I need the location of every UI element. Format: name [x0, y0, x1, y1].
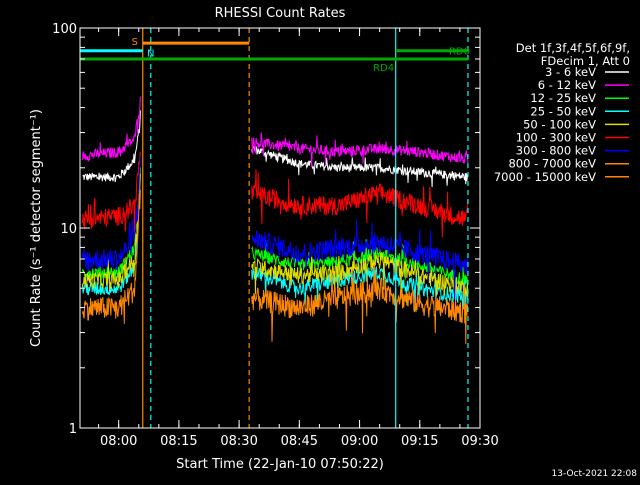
- markers-layer: SN RD4 RD0: [80, 28, 470, 428]
- x-tick-label: 08:30: [220, 434, 257, 449]
- flag-label-rd0: RD0: [449, 47, 470, 58]
- flag-label-s: S: [132, 37, 138, 48]
- series-line-3-post-gap: [251, 257, 469, 312]
- legend-label: 6 - 12 keV: [538, 78, 596, 92]
- series-line-4-pre-gap: [82, 173, 141, 289]
- plot-frame: [79, 27, 481, 429]
- x-tick-label: 09:00: [341, 434, 378, 449]
- legend-label: 12 - 25 keV: [530, 91, 596, 105]
- flag-label-rd4: RD4: [373, 63, 394, 74]
- legend-header-line-2: FDecim 1, Att 0: [541, 54, 630, 68]
- legend-header-line-1: Det 1f,3f,4f,5f,6f,9f,: [516, 41, 630, 55]
- series-layer: [82, 96, 469, 345]
- series-line-0-post-gap: [251, 146, 469, 188]
- flag-label-n: N: [147, 49, 154, 60]
- axes-layer: 1 10 100 08:00 08:15 08:30 08:45 09:00 09:15 09:3…: [52, 22, 499, 449]
- x-tick-label: 08:15: [160, 434, 197, 449]
- series-line-0-pre-gap: [82, 110, 141, 183]
- chart-title: RHESSI Count Rates: [215, 6, 346, 21]
- legend-label: 100 - 300 keV: [516, 131, 596, 145]
- y-tick-label: 1: [69, 422, 77, 437]
- timestamp: 13-Oct-2021 22:08: [552, 469, 638, 479]
- series-line-1-pre-gap: [82, 96, 141, 163]
- series-line-7-post-gap: [251, 264, 469, 345]
- series-line-4-post-gap: [251, 252, 469, 302]
- legend-label: 7000 - 15000 keV: [494, 170, 596, 184]
- legend-label: 3 - 6 keV: [545, 65, 596, 79]
- legend-label: 50 - 100 keV: [523, 117, 596, 131]
- legend: Det 1f,3f,4f,5f,6f,9f, FDecim 1, Att 0 3…: [494, 41, 630, 184]
- series-line-2-post-gap: [251, 237, 469, 298]
- y-tick-label: 100: [52, 22, 77, 37]
- series-line-5-post-gap: [251, 169, 469, 238]
- series-line-6-post-gap: [251, 220, 469, 300]
- legend-label: 25 - 50 keV: [530, 104, 596, 118]
- x-tick-label: 08:00: [100, 434, 137, 449]
- y-tick-label: 10: [60, 222, 77, 237]
- x-tick-label: 08:45: [281, 434, 318, 449]
- legend-label: 800 - 7000 keV: [508, 157, 596, 171]
- x-tick-label: 09:15: [401, 434, 438, 449]
- series-line-7-pre-gap: [82, 189, 141, 324]
- legend-label: 300 - 800 keV: [516, 144, 596, 158]
- series-line-6-pre-gap: [82, 156, 141, 272]
- series-line-5-pre-gap: [82, 151, 141, 238]
- series-line-1-post-gap: [251, 132, 469, 168]
- x-tick-label: 09:30: [461, 434, 498, 449]
- x-axis-label: Start Time (22-Jan-10 07:50:22): [176, 457, 384, 472]
- y-axis-label: Count Rate (s⁻¹ detector segment⁻¹): [29, 109, 44, 347]
